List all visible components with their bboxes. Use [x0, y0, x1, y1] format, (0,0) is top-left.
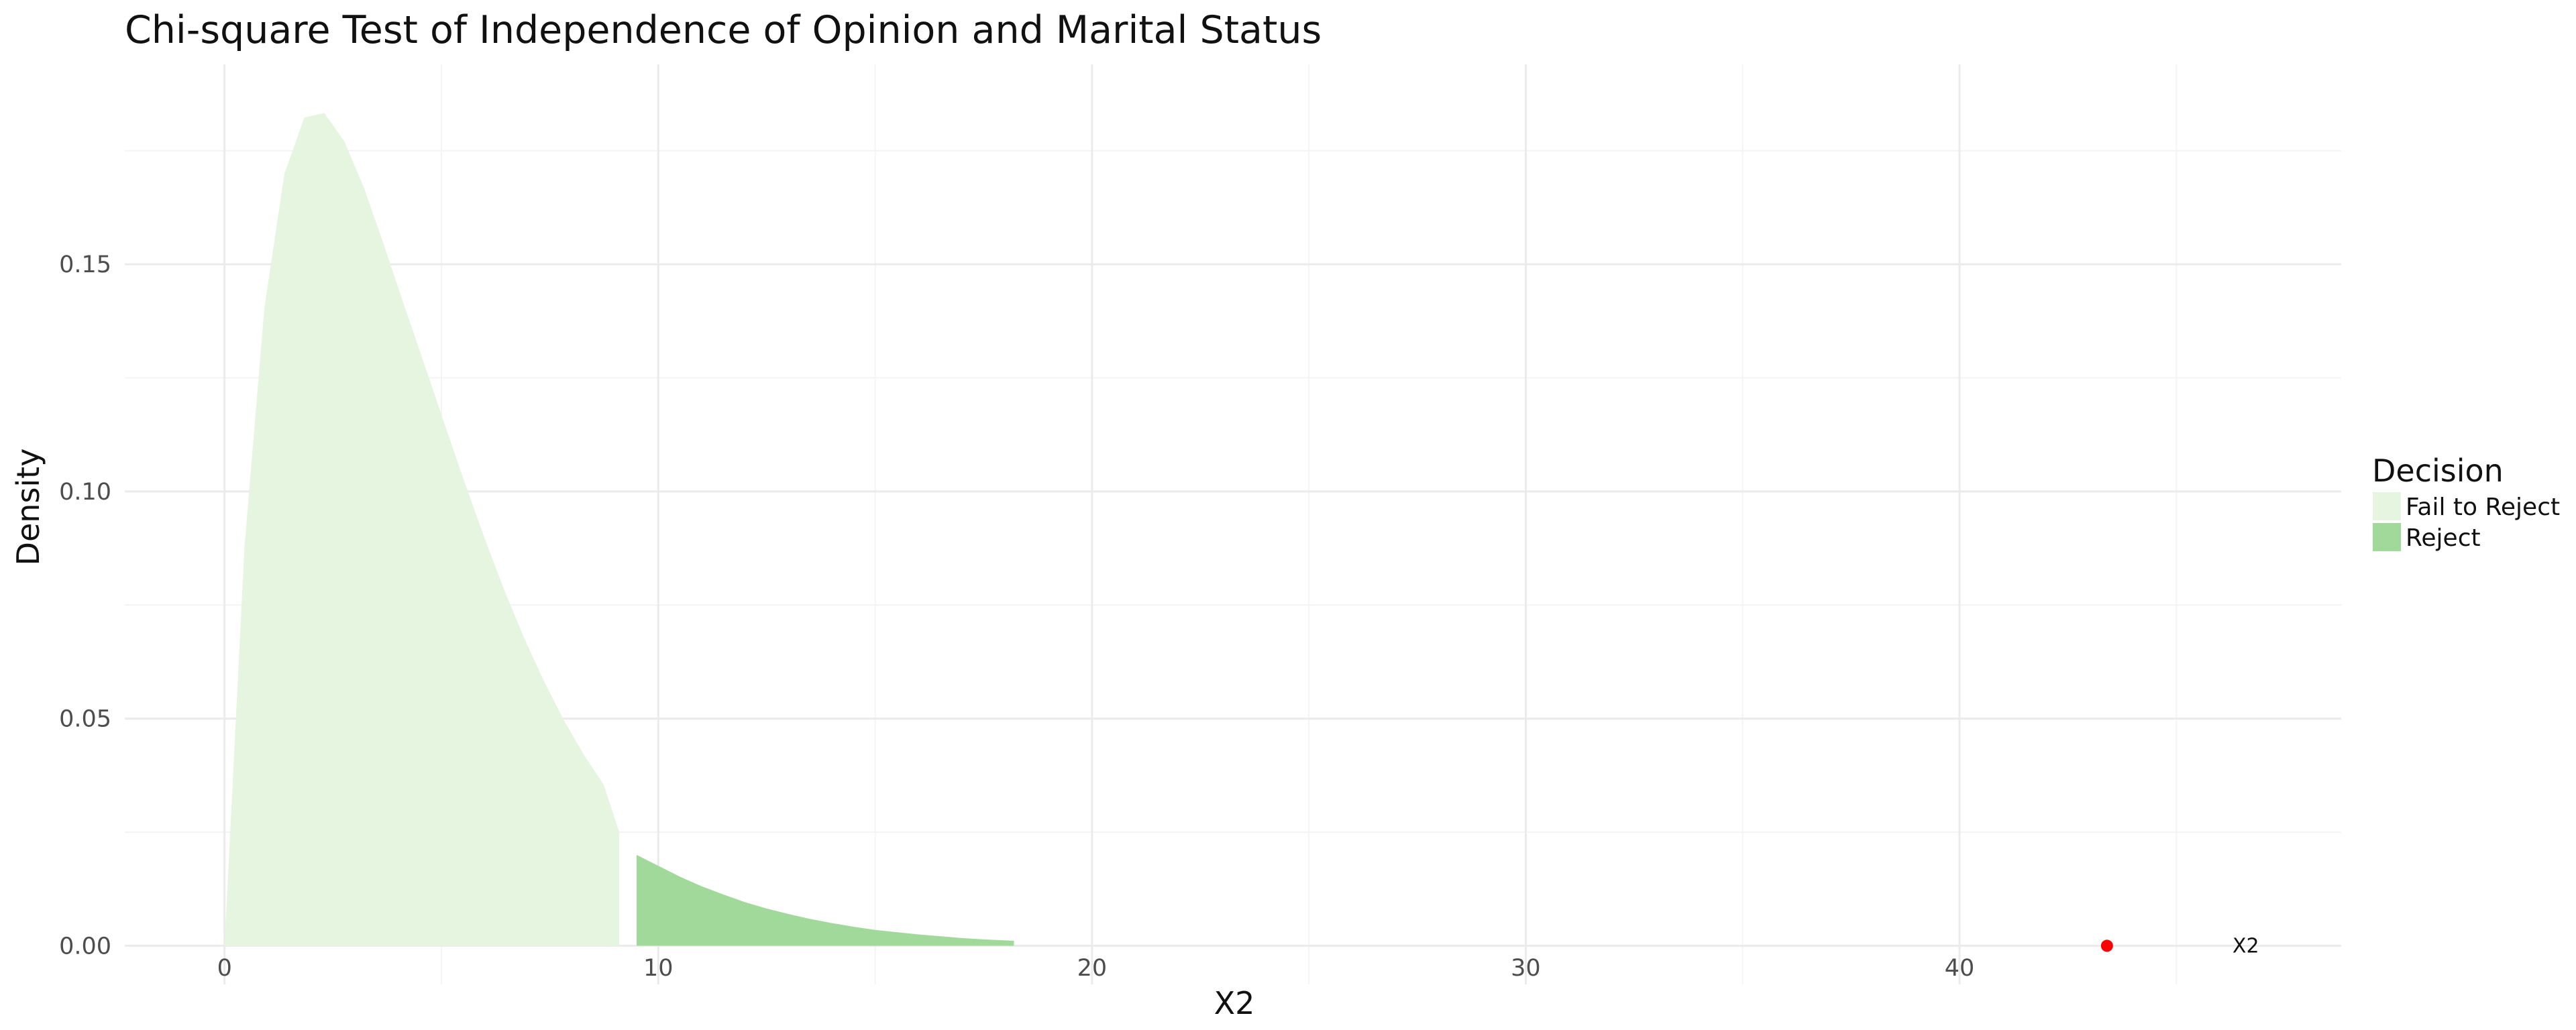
chart-title: Chi-square Test of Independence of Opini… [125, 8, 1322, 52]
major-gridlines [125, 64, 2341, 984]
y-tick-label: 0.05 [59, 706, 111, 733]
observed-statistic-layer: X2 [2100, 934, 2259, 958]
x-tick-label: 0 [217, 955, 232, 982]
legend-label-fail-to-reject: Fail to Reject [2406, 494, 2560, 521]
observed-statistic-point [2100, 939, 2113, 952]
x-tick-label: 40 [1945, 955, 1975, 982]
x-tick-label: 20 [1077, 955, 1108, 982]
y-axis-title: Density [10, 449, 46, 566]
observed-statistic-label: X2 [2233, 934, 2259, 958]
area-fail-to-reject [224, 113, 620, 946]
legend-key-reject [2373, 523, 2401, 551]
area-reject [636, 854, 1014, 946]
axis-tick-labels: 0 10 20 30 40 0.00 0.05 0.10 0.15 [59, 251, 1974, 982]
legend-label-reject: Reject [2406, 524, 2481, 552]
x-tick-label: 10 [643, 955, 674, 982]
legend: Decision Fail to Reject Reject [2372, 453, 2560, 552]
y-tick-label: 0.00 [59, 933, 111, 960]
y-tick-label: 0.15 [59, 251, 111, 278]
y-tick-label: 0.10 [59, 479, 111, 506]
x-tick-label: 30 [1511, 955, 1541, 982]
legend-title: Decision [2372, 453, 2504, 489]
legend-key-fail-to-reject [2373, 492, 2401, 520]
x-axis-title: X2 [1214, 985, 1255, 1021]
density-areas [224, 113, 1014, 946]
